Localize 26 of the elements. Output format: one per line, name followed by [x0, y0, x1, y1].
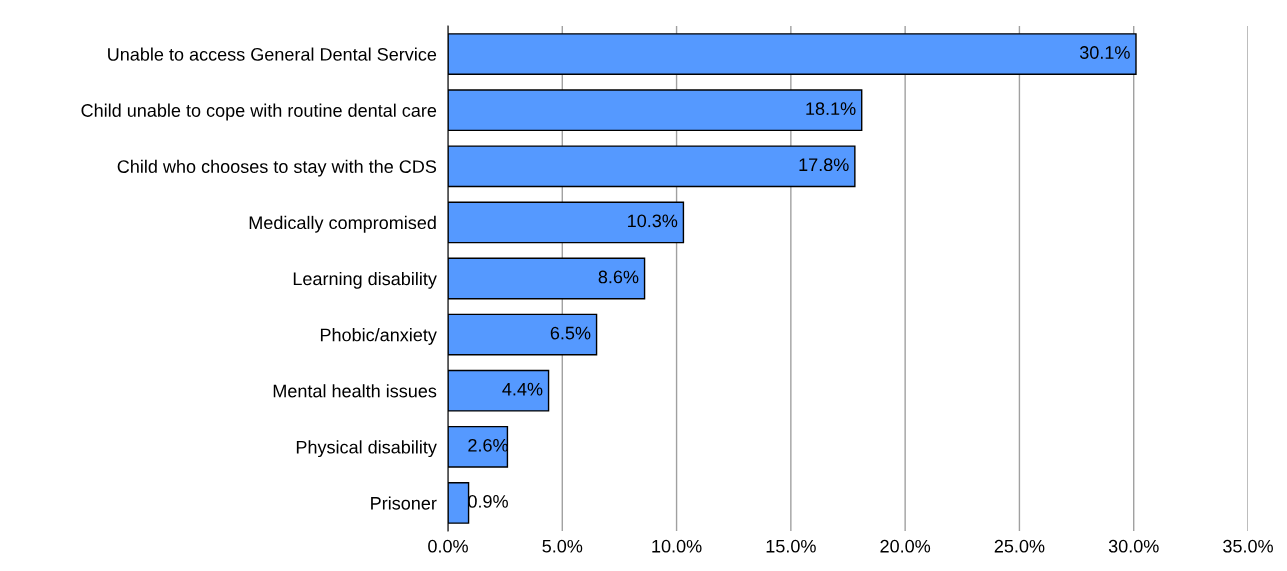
x-tick-label: 0.0% [428, 539, 468, 553]
x-tick-label: 30.0% [1108, 539, 1159, 553]
data-label: 0.9% [468, 495, 508, 508]
data-label: 10.3% [628, 214, 678, 228]
y-tick-label: Prisoner [371, 496, 437, 510]
x-tick-label: 25.0% [994, 539, 1045, 553]
data-label: 6.5% [550, 326, 591, 340]
y-tick-label: Mental health issues [273, 384, 437, 398]
y-tick-label: Phobic/anxiety [320, 328, 437, 345]
x-tick-label: 20.0% [880, 539, 931, 553]
x-tick-label: 10.0% [652, 539, 702, 553]
data-label: 18.1% [806, 102, 856, 116]
data-label: 2.6% [468, 438, 508, 452]
data-label: 30.1% [1079, 46, 1130, 59]
x-tick-label: 5.0% [542, 539, 583, 553]
y-tick-label: Unable to access General Dental Service [108, 47, 437, 61]
data-label: 4.4% [502, 382, 543, 396]
y-tick-label: Physical disability [296, 440, 437, 458]
y-tick-label: Medically compromised [249, 215, 436, 233]
data-label: 8.6% [598, 270, 639, 284]
data-label: 17.8% [799, 158, 849, 172]
y-tick-label: Child unable to cope with routine dental care [81, 103, 437, 121]
x-tick-label: 15.0% [766, 539, 816, 553]
x-tick-label: 35.0% [1223, 539, 1273, 553]
y-tick-label: Learning disability [293, 271, 437, 289]
y-tick-label: Child who chooses to stay with the CDS [117, 159, 437, 177]
